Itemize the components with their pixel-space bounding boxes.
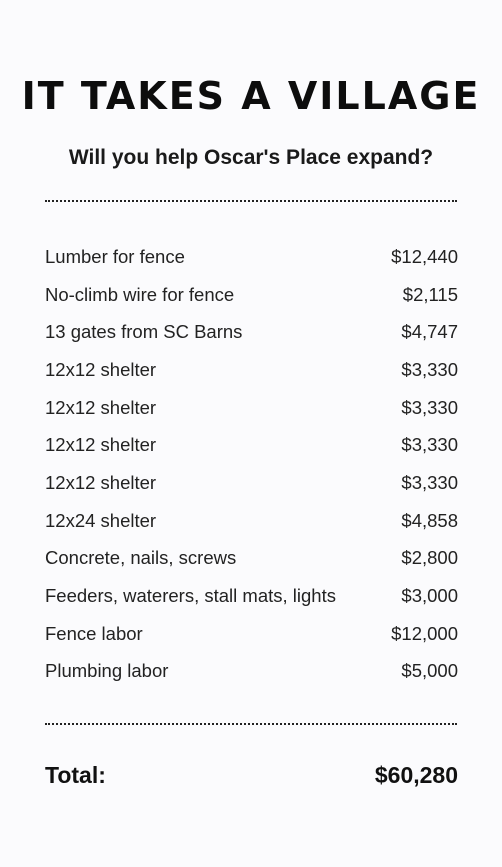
cost-item: No-climb wire for fence $2,115 bbox=[45, 276, 458, 314]
cost-item-label: Feeders, waterers, stall mats, lights bbox=[45, 585, 336, 607]
cost-item: 12x12 shelter $3,330 bbox=[45, 426, 458, 464]
cost-item-label: Fence labor bbox=[45, 622, 143, 644]
cost-item-label: 13 gates from SC Barns bbox=[45, 321, 243, 343]
cost-item-label: No-climb wire for fence bbox=[45, 283, 235, 305]
page-title: IT TAKES A VILLAGE bbox=[21, 74, 481, 118]
cost-item: 12x12 shelter $3,330 bbox=[45, 389, 458, 427]
total-amount: $60,280 bbox=[374, 762, 458, 788]
cost-item-amount: $5,000 bbox=[401, 660, 458, 682]
cost-item-label: 12x24 shelter bbox=[45, 509, 157, 531]
cost-item-label: 12x12 shelter bbox=[45, 358, 157, 380]
cost-item-amount: $3,330 bbox=[401, 358, 458, 380]
cost-item: 12x12 shelter $3,330 bbox=[45, 464, 458, 502]
cost-item-amount: $4,858 bbox=[401, 509, 458, 531]
cost-item-amount: $3,330 bbox=[401, 471, 458, 493]
cost-item-label: Plumbing labor bbox=[45, 660, 169, 682]
cost-item-amount: $2,115 bbox=[402, 283, 458, 305]
cost-item: 12x12 shelter $3,330 bbox=[45, 351, 458, 389]
cost-item-amount: $2,800 bbox=[401, 547, 458, 569]
cost-item: Plumbing labor $5,000 bbox=[45, 653, 458, 691]
cost-item: Fence labor $12,000 bbox=[45, 615, 458, 653]
cost-item-amount: $12,000 bbox=[391, 622, 458, 644]
total-label: Total: bbox=[45, 762, 106, 788]
cost-item-label: 12x12 shelter bbox=[45, 396, 157, 418]
cost-item-amount: $3,330 bbox=[401, 434, 458, 456]
cost-item-label: Concrete, nails, screws bbox=[45, 547, 237, 569]
top-divider bbox=[45, 200, 457, 202]
total-row: Total: $60,280 bbox=[45, 762, 458, 789]
cost-list: Lumber for fence $12,440 No-climb wire f… bbox=[45, 238, 458, 690]
cost-item-amount: $12,440 bbox=[391, 245, 458, 267]
cost-item-label: Lumber for fence bbox=[45, 245, 185, 267]
cost-item: Concrete, nails, screws $2,800 bbox=[45, 540, 458, 578]
cost-item-amount: $3,330 bbox=[401, 396, 458, 418]
cost-item: Feeders, waterers, stall mats, lights $3… bbox=[45, 577, 458, 615]
cost-item-amount: $3,000 bbox=[401, 585, 458, 607]
bottom-divider bbox=[45, 723, 457, 725]
cost-item-label: 12x12 shelter bbox=[45, 471, 157, 493]
cost-item: Lumber for fence $12,440 bbox=[45, 238, 458, 276]
cost-item: 13 gates from SC Barns $4,747 bbox=[45, 313, 458, 351]
page-subtitle: Will you help Oscar's Place expand? bbox=[68, 146, 434, 169]
cost-item-label: 12x12 shelter bbox=[45, 434, 157, 456]
cost-item-amount: $4,747 bbox=[401, 321, 458, 343]
cost-item: 12x24 shelter $4,858 bbox=[45, 502, 458, 540]
